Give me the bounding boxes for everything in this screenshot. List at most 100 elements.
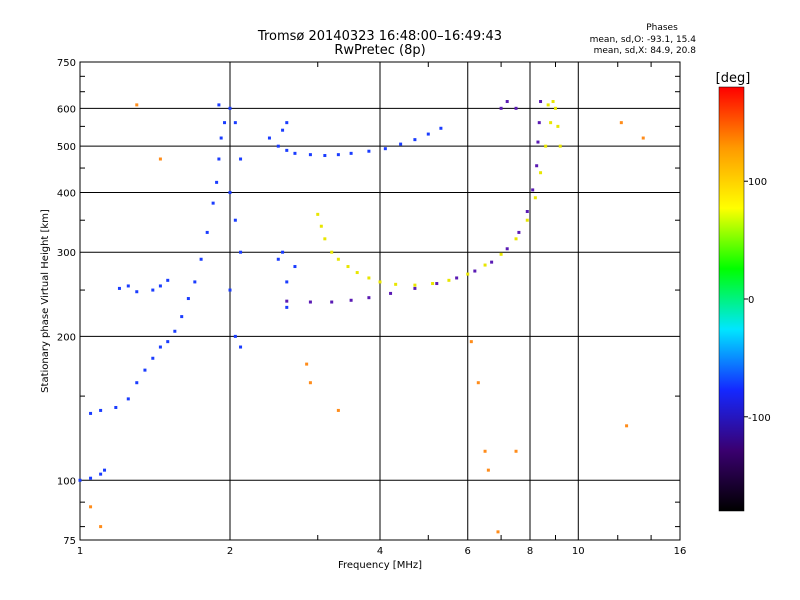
data-point — [99, 525, 103, 529]
data-point — [228, 288, 232, 292]
data-point — [556, 124, 560, 128]
y-tick-label: 600 — [57, 104, 76, 115]
data-point — [539, 100, 543, 104]
data-point — [205, 230, 209, 234]
data-point — [558, 144, 562, 148]
data-point — [413, 283, 417, 287]
data-point — [431, 282, 435, 286]
data-point — [217, 157, 221, 161]
data-point — [517, 230, 521, 234]
chart-title: Tromsø 20140323 16:48:00–16:49:43 — [257, 29, 502, 44]
data-point — [553, 106, 557, 110]
data-point — [158, 284, 162, 288]
data-point — [323, 154, 327, 158]
x-tick-label: 10 — [572, 546, 585, 557]
data-point — [135, 103, 139, 107]
colorbar-tick-label: 100 — [748, 177, 767, 188]
data-point — [180, 315, 184, 319]
data-point — [514, 449, 518, 453]
x-tick-label: 8 — [527, 546, 533, 557]
x-tick-label: 16 — [674, 546, 687, 557]
colorbar-tick-label: 0 — [748, 295, 754, 306]
data-point — [466, 272, 470, 276]
data-point — [625, 424, 629, 428]
data-point — [135, 290, 139, 294]
stats-title: Phases — [646, 23, 678, 33]
data-point — [99, 408, 103, 412]
data-point — [619, 121, 623, 125]
data-point — [166, 340, 170, 344]
data-point — [535, 164, 539, 168]
data-point — [293, 265, 297, 269]
data-point — [173, 329, 177, 333]
y-tick-label: 400 — [57, 188, 76, 199]
data-point — [533, 196, 537, 200]
data-point — [285, 148, 289, 152]
data-point — [483, 449, 487, 453]
data-point — [367, 149, 371, 153]
data-point — [166, 278, 170, 282]
data-point — [223, 121, 227, 125]
data-point — [514, 237, 518, 241]
colorbar — [718, 86, 745, 512]
data-point — [499, 106, 503, 110]
data-point — [316, 212, 320, 216]
y-tick-label: 200 — [57, 332, 76, 343]
data-point — [499, 252, 503, 256]
data-point — [531, 188, 535, 192]
y-tick-label: 500 — [57, 142, 76, 153]
colorbar-ticks: 100 0 -100 — [744, 177, 771, 424]
data-point — [233, 218, 237, 222]
data-point — [89, 505, 93, 509]
y-tick-label: 750 — [57, 58, 76, 69]
data-point — [537, 121, 541, 125]
data-point — [514, 106, 518, 110]
data-point — [103, 468, 107, 472]
grid-lines — [80, 62, 680, 540]
data-point — [114, 405, 118, 409]
data-point — [211, 201, 215, 205]
data-point — [389, 291, 393, 295]
data-point — [330, 250, 334, 254]
data-point — [217, 103, 221, 107]
data-point — [346, 265, 350, 269]
data-point — [199, 257, 203, 261]
data-point — [89, 411, 93, 415]
x-axis-ticks: 1 2 4 6 8 10 16 — [77, 62, 687, 557]
data-point — [285, 280, 289, 284]
data-point — [276, 144, 280, 148]
data-point — [305, 362, 309, 366]
data-point — [285, 305, 289, 309]
data-point — [151, 288, 155, 292]
data-point — [281, 250, 285, 254]
data-point — [336, 257, 340, 261]
data-point — [641, 136, 645, 140]
data-point — [233, 334, 237, 338]
x-tick-label: 1 — [77, 546, 83, 557]
data-point — [383, 147, 387, 151]
data-point — [469, 340, 473, 344]
data-point — [215, 180, 219, 184]
data-point — [378, 280, 382, 284]
data-point — [544, 144, 548, 148]
data-point — [78, 478, 82, 482]
data-point — [135, 381, 139, 385]
data-point — [447, 278, 451, 282]
data-point — [455, 276, 459, 280]
data-point — [439, 126, 443, 130]
data-point — [89, 476, 93, 480]
stats-line-o: mean, sd,O: -93.1, 15.4 — [590, 35, 697, 45]
data-point — [308, 153, 312, 157]
data-point — [349, 151, 353, 155]
data-point — [435, 282, 439, 286]
y-axis-label: Stationary phase Virtual Height [km] — [40, 209, 51, 393]
data-point — [399, 142, 403, 146]
data-point — [126, 397, 130, 401]
data-point — [349, 298, 353, 302]
data-point — [193, 280, 197, 284]
x-tick-label: 4 — [377, 546, 383, 557]
data-points — [78, 100, 645, 534]
data-point — [536, 140, 540, 144]
data-point — [394, 282, 398, 286]
